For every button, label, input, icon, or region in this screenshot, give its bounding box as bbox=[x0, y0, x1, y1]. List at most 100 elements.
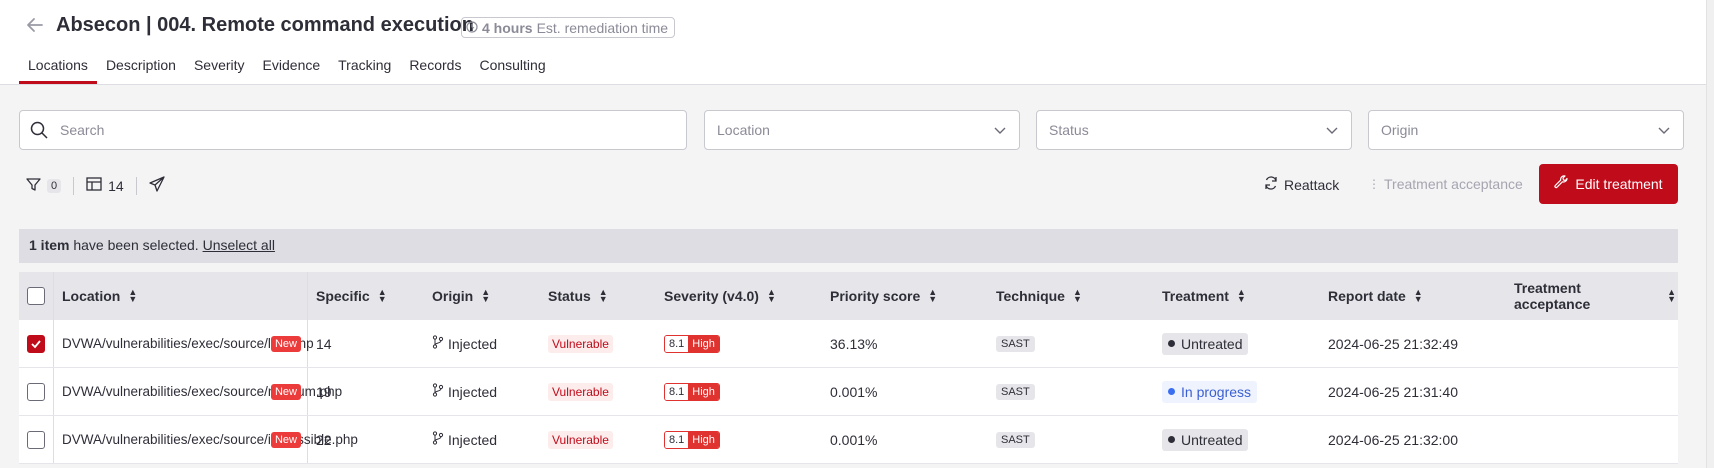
branch-icon bbox=[432, 335, 444, 352]
locations-table: Location ▲ ▼ Specific ▲ ▼ Origin ▲ ▼ Status ▲ ▼ … bbox=[19, 272, 1678, 464]
clock-icon bbox=[466, 20, 478, 36]
divider bbox=[135, 176, 137, 195]
priority-cell: 0.001% bbox=[830, 383, 878, 400]
severity-badge: 8.1 High bbox=[664, 430, 720, 449]
search-placeholder: Search bbox=[60, 122, 105, 138]
page-title: Absecon | 004. Remote command execution bbox=[56, 14, 474, 36]
col-location[interactable]: Location ▲ ▼ bbox=[54, 272, 308, 320]
status-badge: Vulnerable bbox=[548, 334, 613, 353]
treatment-label: Untreated bbox=[1181, 431, 1243, 448]
specific-cell: 14 bbox=[316, 335, 332, 352]
tab-description[interactable]: Description bbox=[105, 57, 176, 73]
treatment-cell: Untreated bbox=[1154, 416, 1320, 463]
col-treatment[interactable]: Treatment ▲ ▼ bbox=[1154, 272, 1320, 320]
unselect-all-link[interactable]: Unselect all bbox=[202, 237, 275, 253]
col-treatment-acceptance[interactable]: Treatment acceptance ▲ ▼ bbox=[1506, 272, 1676, 320]
edit-treatment-button[interactable]: Edit treatment bbox=[1539, 164, 1678, 204]
tab-tracking[interactable]: Tracking bbox=[338, 57, 392, 73]
wrench-icon bbox=[1554, 175, 1569, 193]
location-cell: DVWA/vulnerabilities/exec/source/impossi… bbox=[54, 416, 358, 463]
tab-records[interactable]: Records bbox=[409, 57, 462, 73]
technique-cell: SAST bbox=[988, 320, 1154, 367]
table-row[interactable]: DVWA/vulnerabilities/exec/source/impossi… bbox=[19, 416, 1678, 464]
col-origin-label: Origin bbox=[432, 288, 474, 304]
page-scrollbar[interactable] bbox=[1706, 0, 1714, 468]
status-cell: Vulnerable bbox=[540, 320, 656, 367]
reattack-button[interactable]: Reattack bbox=[1264, 176, 1339, 193]
severity-cell: 8.1 High bbox=[656, 416, 822, 463]
origin-select-label: Origin bbox=[1381, 122, 1419, 138]
refresh-icon bbox=[1264, 176, 1278, 193]
sort-icon: ▲ ▼ bbox=[928, 287, 938, 304]
search-input[interactable]: Search bbox=[19, 110, 687, 150]
priority-cell: 0.001% bbox=[830, 431, 878, 448]
location-path: DVWA/vulnerabilities/exec/source/low.php bbox=[62, 335, 314, 351]
severity-score: 8.1 bbox=[665, 431, 689, 448]
severity-level: High bbox=[688, 431, 719, 448]
send-icon[interactable] bbox=[149, 176, 165, 195]
selection-count: 1 item bbox=[29, 237, 70, 253]
sort-icon: ▲ ▼ bbox=[1072, 287, 1082, 304]
branch-icon bbox=[432, 383, 444, 400]
location-select[interactable]: Location bbox=[704, 110, 1020, 150]
report-date-cell: 2024-06-25 21:32:00 bbox=[1328, 431, 1458, 448]
table-row[interactable]: DVWA/vulnerabilities/exec/source/medium.… bbox=[19, 368, 1678, 416]
row-select-cell bbox=[19, 416, 54, 463]
sort-icon: ▲ ▼ bbox=[1413, 287, 1423, 304]
status-select[interactable]: Status bbox=[1036, 110, 1352, 150]
select-all-cell bbox=[19, 272, 54, 320]
new-badge: New bbox=[270, 335, 301, 352]
back-arrow-icon[interactable] bbox=[24, 14, 46, 36]
search-icon bbox=[30, 121, 48, 142]
col-severity[interactable]: Severity (v4.0) ▲ ▼ bbox=[656, 272, 822, 320]
table-row[interactable]: DVWA/vulnerabilities/exec/source/low.php… bbox=[19, 320, 1678, 368]
branch-icon bbox=[432, 431, 444, 448]
severity-level: High bbox=[688, 335, 719, 352]
treatment-badge: Untreated bbox=[1162, 332, 1249, 355]
report-date-cell: 2024-06-25 21:31:40 bbox=[1328, 383, 1458, 400]
tab-bar: Locations Description Severity Evidence … bbox=[19, 52, 555, 84]
severity-cell: 8.1 High bbox=[656, 320, 822, 367]
origin-cell: Injected bbox=[424, 416, 540, 463]
col-severity-label: Severity (v4.0) bbox=[664, 288, 759, 304]
col-origin[interactable]: Origin ▲ ▼ bbox=[424, 272, 540, 320]
filter-count: 0 bbox=[47, 178, 62, 193]
col-status[interactable]: Status ▲ ▼ bbox=[540, 272, 656, 320]
treatment-cell: In progress bbox=[1154, 368, 1320, 415]
columns-icon[interactable] bbox=[86, 177, 102, 194]
origin-select[interactable]: Origin bbox=[1368, 110, 1684, 150]
origin-label: Injected bbox=[448, 383, 498, 400]
divider bbox=[73, 176, 75, 195]
technique-cell: SAST bbox=[988, 368, 1154, 415]
row-checkbox[interactable] bbox=[27, 334, 45, 353]
row-checkbox[interactable] bbox=[27, 382, 45, 401]
col-technique-label: Technique bbox=[996, 288, 1065, 304]
treatment-label: Untreated bbox=[1181, 335, 1243, 352]
tab-locations[interactable]: Locations bbox=[19, 52, 97, 84]
row-checkbox[interactable] bbox=[27, 430, 45, 449]
chevron-down-icon bbox=[993, 123, 1007, 137]
technique-badge: SAST bbox=[996, 431, 1035, 448]
table-toolbar: 0 14 bbox=[26, 176, 165, 195]
col-priority[interactable]: Priority score ▲ ▼ bbox=[822, 272, 988, 320]
severity-score: 8.1 bbox=[665, 335, 689, 352]
remediation-label: Est. remediation time bbox=[536, 19, 669, 36]
filter-icon[interactable] bbox=[26, 177, 41, 195]
status-dot-icon bbox=[1168, 340, 1175, 347]
tab-evidence[interactable]: Evidence bbox=[262, 57, 321, 73]
col-specific[interactable]: Specific ▲ ▼ bbox=[308, 272, 424, 320]
edit-treatment-label: Edit treatment bbox=[1575, 176, 1663, 192]
col-treatment-acceptance-label: Treatment acceptance bbox=[1514, 280, 1591, 312]
tab-consulting[interactable]: Consulting bbox=[479, 57, 546, 73]
select-all-checkbox[interactable] bbox=[27, 287, 45, 305]
col-report-date-label: Report date bbox=[1328, 288, 1406, 304]
col-report-date[interactable]: Report date ▲ ▼ bbox=[1320, 272, 1506, 320]
tab-severity[interactable]: Severity bbox=[193, 57, 245, 73]
treatment-badge: Untreated bbox=[1162, 428, 1249, 451]
location-cell: DVWA/vulnerabilities/exec/source/low.php… bbox=[54, 320, 314, 367]
chevron-down-icon bbox=[1325, 123, 1339, 137]
col-technique[interactable]: Technique ▲ ▼ bbox=[988, 272, 1154, 320]
status-dot-icon bbox=[1168, 436, 1175, 443]
table-header: Location ▲ ▼ Specific ▲ ▼ Origin ▲ ▼ Status ▲ ▼ … bbox=[19, 272, 1678, 320]
treatment-acceptance-button[interactable]: ⋮ Treatment acceptance bbox=[1368, 176, 1523, 192]
